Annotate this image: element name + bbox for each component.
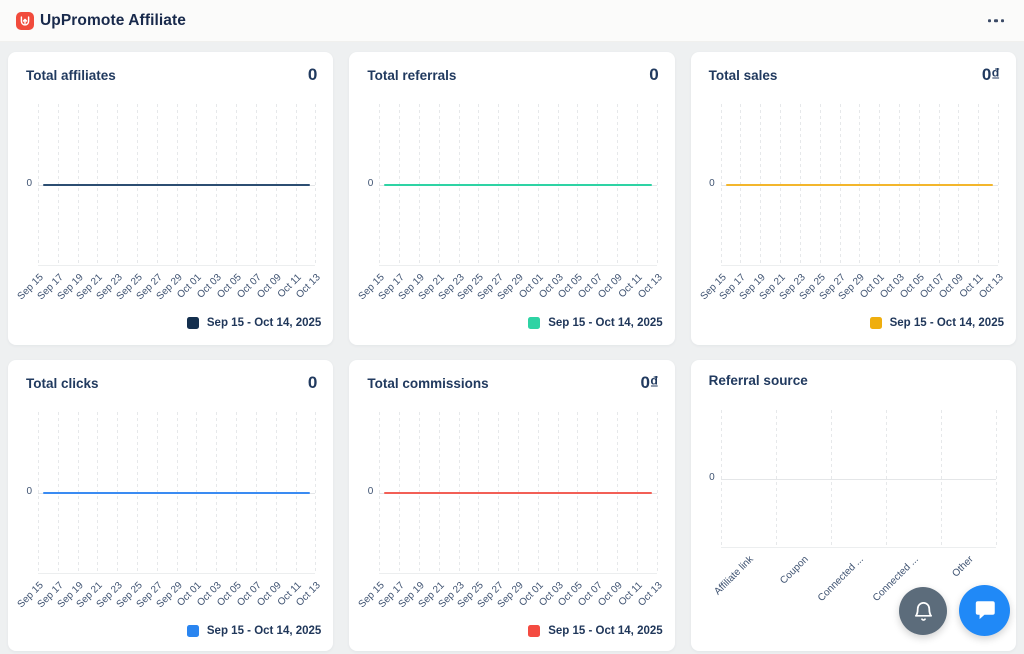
y-axis-tick: 0 xyxy=(699,472,715,483)
card-header: Total clicks 0 xyxy=(26,373,317,393)
chart-legend[interactable]: Sep 15 - Oct 14, 2025 xyxy=(528,625,662,637)
gridline xyxy=(657,412,658,573)
zero-axis-line xyxy=(721,479,996,480)
gridline xyxy=(315,412,316,573)
y-axis-tick: 0 xyxy=(16,486,32,497)
card-total-clicks: Total clicks 0 0 Sep 15Sep 17Sep 19Sep 2… xyxy=(8,360,333,651)
uppromote-logo-icon xyxy=(16,12,34,30)
card-header: Total affiliates 0 xyxy=(26,65,317,85)
line-chart-total-affiliates: 0 Sep 15Sep 17Sep 19Sep 21Sep 23Sep 25Se… xyxy=(38,104,315,266)
card-title: Total sales xyxy=(709,68,778,83)
chart-legend[interactable]: Sep 15 - Oct 14, 2025 xyxy=(187,317,321,329)
card-value: 0₫ xyxy=(982,65,1000,85)
card-total-commissions: Total commissions 0₫ 0 Sep 15Sep 17Sep 1… xyxy=(349,360,674,651)
chart-legend[interactable]: Sep 15 - Oct 14, 2025 xyxy=(870,317,1004,329)
top-bar: UpPromote Affiliate xyxy=(0,0,1024,42)
legend-label: Sep 15 - Oct 14, 2025 xyxy=(890,317,1004,329)
card-value: 0 xyxy=(649,65,658,85)
card-value: 0₫ xyxy=(640,373,658,393)
bell-icon xyxy=(912,600,935,623)
legend-swatch-icon xyxy=(187,317,199,329)
dashboard-grid: Total affiliates 0 0 Sep 15Sep 17Sep 19S… xyxy=(0,42,1024,651)
series-line xyxy=(43,492,310,495)
card-header: Total referrals 0 xyxy=(367,65,658,85)
card-title: Total clicks xyxy=(26,376,99,391)
x-axis-label: Coupon xyxy=(758,554,811,607)
legend-label: Sep 15 - Oct 14, 2025 xyxy=(548,317,662,329)
y-axis-tick: 0 xyxy=(357,178,373,189)
app-title: UpPromote Affiliate xyxy=(40,12,186,30)
chat-button[interactable] xyxy=(959,585,1010,636)
legend-label: Sep 15 - Oct 14, 2025 xyxy=(207,317,321,329)
card-total-referrals: Total referrals 0 0 Sep 15Sep 17Sep 19Se… xyxy=(349,52,674,345)
card-title: Total affiliates xyxy=(26,68,116,83)
line-chart-total-commissions: 0 Sep 15Sep 17Sep 19Sep 21Sep 23Sep 25Se… xyxy=(379,412,656,574)
card-value: 0 xyxy=(308,65,317,85)
card-value: 0 xyxy=(308,373,317,393)
y-axis-tick: 0 xyxy=(699,178,715,189)
series-line xyxy=(43,184,310,187)
card-header: Referral source xyxy=(709,373,1000,388)
gridline xyxy=(998,104,999,265)
legend-swatch-icon xyxy=(528,625,540,637)
y-axis-tick: 0 xyxy=(16,178,32,189)
notifications-button[interactable] xyxy=(899,587,947,635)
card-title: Referral source xyxy=(709,373,808,388)
gridline xyxy=(315,104,316,265)
card-total-affiliates: Total affiliates 0 0 Sep 15Sep 17Sep 19S… xyxy=(8,52,333,345)
line-chart-total-clicks: 0 Sep 15Sep 17Sep 19Sep 21Sep 23Sep 25Se… xyxy=(38,412,315,574)
gridline xyxy=(996,410,997,547)
x-axis-label: Affiliate link xyxy=(703,554,756,607)
y-axis-tick: 0 xyxy=(357,486,373,497)
ellipsis-menu-icon[interactable] xyxy=(984,15,1009,27)
x-axis-label: Connected ... xyxy=(813,554,866,607)
chart-legend[interactable]: Sep 15 - Oct 14, 2025 xyxy=(187,625,321,637)
legend-swatch-icon xyxy=(187,625,199,637)
legend-swatch-icon xyxy=(870,317,882,329)
gridline xyxy=(657,104,658,265)
line-chart-total-referrals: 0 Sep 15Sep 17Sep 19Sep 21Sep 23Sep 25Se… xyxy=(379,104,656,266)
series-line xyxy=(384,184,651,187)
series-line xyxy=(384,492,651,495)
legend-label: Sep 15 - Oct 14, 2025 xyxy=(548,625,662,637)
chat-bubble-icon xyxy=(972,599,998,623)
legend-swatch-icon xyxy=(528,317,540,329)
legend-label: Sep 15 - Oct 14, 2025 xyxy=(207,625,321,637)
line-chart-total-sales: 0 Sep 15Sep 17Sep 19Sep 21Sep 23Sep 25Se… xyxy=(721,104,998,266)
chart-legend[interactable]: Sep 15 - Oct 14, 2025 xyxy=(528,317,662,329)
bar-chart-referral-source: 0 Affiliate linkCouponConnected ...Conne… xyxy=(721,410,996,548)
card-header: Total sales 0₫ xyxy=(709,65,1000,85)
card-title: Total referrals xyxy=(367,68,456,83)
card-title: Total commissions xyxy=(367,376,488,391)
card-header: Total commissions 0₫ xyxy=(367,373,658,393)
card-total-sales: Total sales 0₫ 0 Sep 15Sep 17Sep 19Sep 2… xyxy=(691,52,1016,345)
series-line xyxy=(726,184,993,187)
